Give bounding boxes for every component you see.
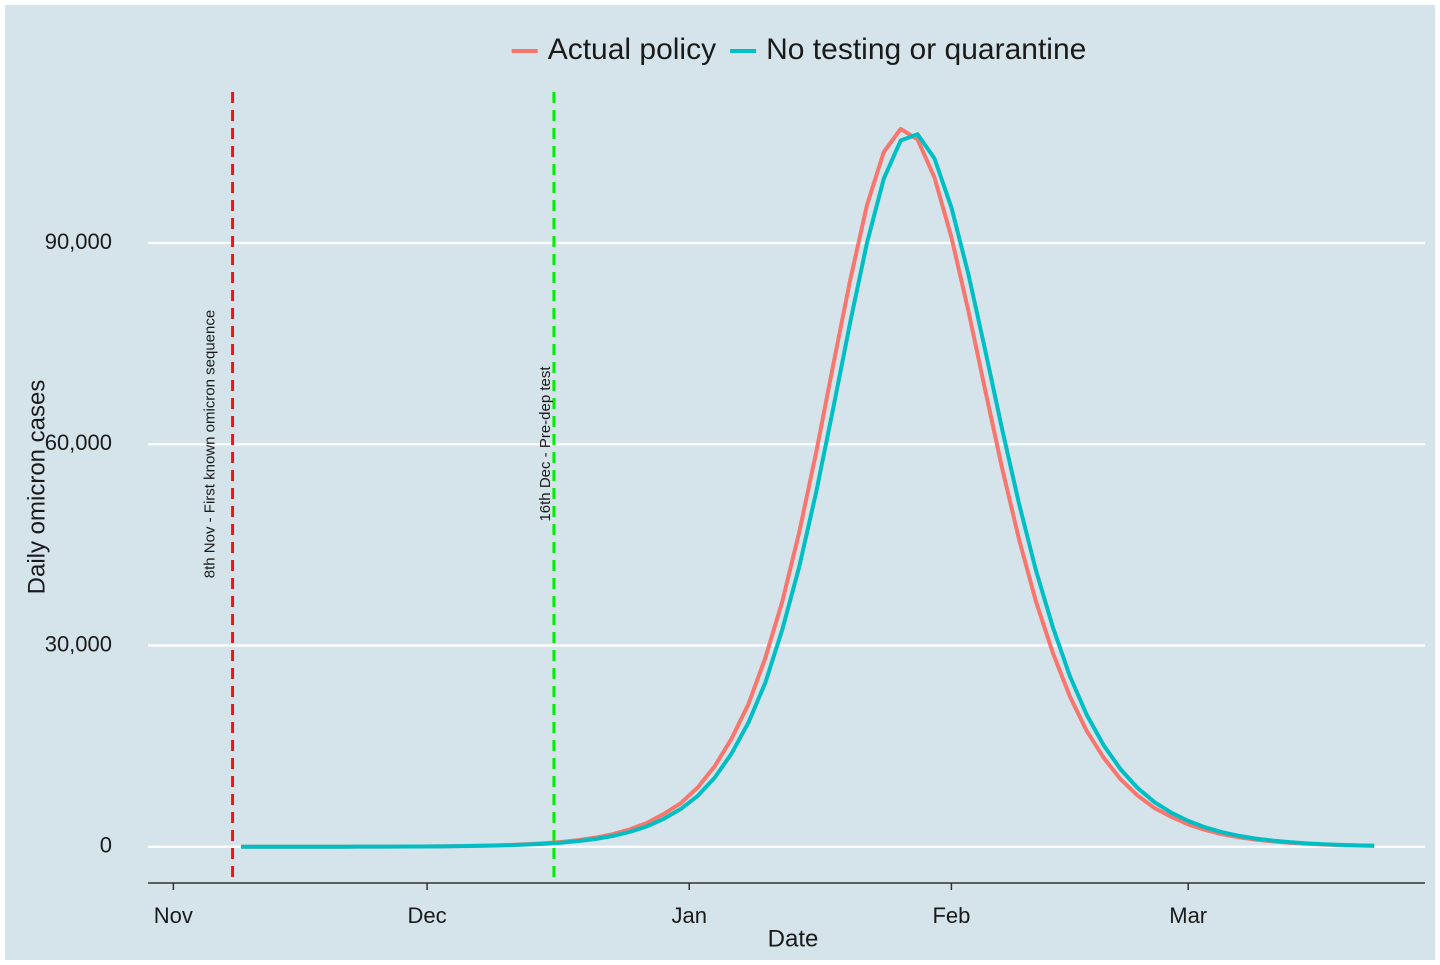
y-axis-title: Daily omicron cases (23, 380, 50, 595)
annotation-label: 16th Dec - Pre-dep test (537, 366, 554, 522)
x-tick-label: Mar (1169, 903, 1207, 928)
chart-background (5, 5, 1435, 960)
x-tick-label: Nov (154, 903, 193, 928)
legend-label: No testing or quarantine (766, 33, 1086, 66)
legend: Actual policy No testing or quarantine (511, 33, 1086, 66)
y-tick-label: 30,000 (45, 631, 112, 656)
legend-label: Actual policy (548, 33, 716, 66)
series-line (241, 132, 1375, 849)
y-tick-label: 0 (100, 833, 112, 858)
x-tick-label: Dec (408, 903, 447, 928)
annotation-label: 8th Nov - First known omicron sequence (202, 310, 219, 578)
x-axis-title: Date (768, 925, 819, 952)
y-tick-label: 90,000 (45, 229, 112, 254)
x-tick-label: Jan (672, 903, 707, 928)
x-tick-label: Feb (932, 903, 970, 928)
y-tick-label: 60,000 (45, 430, 112, 455)
